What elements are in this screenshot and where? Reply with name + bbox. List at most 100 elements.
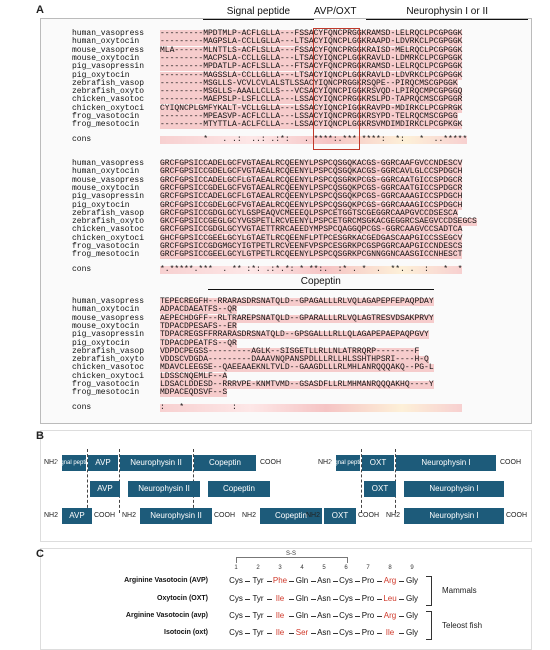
- sequence-name: human_oxytocin: [72, 305, 140, 315]
- sequence: MDPACEQDSVF--S: [160, 388, 228, 398]
- peptide-bond: [311, 581, 316, 582]
- residue: Phe: [272, 576, 288, 585]
- sequence-name: human_oxytocin: [72, 37, 140, 47]
- precursor-segment: OXT: [362, 455, 394, 471]
- peptide-bond: [377, 633, 382, 634]
- panel-b-frame: [40, 430, 532, 542]
- residue-position: 5: [322, 565, 326, 571]
- residue-position: 2: [256, 565, 260, 571]
- sequence-name: frog_vasotocin: [72, 242, 140, 251]
- precursor-segment: Copeptin: [194, 455, 256, 471]
- sequence: GRCFGPSICCADELGCFLGTAEALRCQEENYLPSPCQSGR…: [160, 175, 463, 185]
- peptide-bond: [355, 581, 360, 582]
- precursor-segment: AVP: [88, 455, 118, 471]
- residue-position: 6: [344, 565, 348, 571]
- residue: Tyr: [252, 611, 264, 620]
- peptide-bond: [311, 599, 316, 600]
- cleaved-segment: Neurophysin I: [404, 481, 504, 497]
- group-label: Mammals: [442, 586, 477, 595]
- residue-position: 3: [278, 565, 282, 571]
- peptide-name: Oxytocin (OXT): [157, 595, 208, 602]
- sequence: GRCFGPSICCADELGCFVGTAEALRCQEENYLPSPCQSGQ…: [160, 159, 463, 168]
- sequence-name: chicken_vasotoc: [72, 95, 145, 105]
- residue: Tyr: [252, 576, 264, 585]
- sequence-name: zebrafish_oxyto: [72, 355, 145, 365]
- group-label: Teleost fish: [442, 620, 483, 630]
- residue: Ile: [275, 594, 285, 603]
- sequence-name: pig_oxytocin: [72, 338, 130, 348]
- sequence: GRCFGPSICCGDELGCFVGTAEALRCQEENYLPSPCQSGQ…: [160, 200, 463, 210]
- peptide-bond: [311, 633, 316, 634]
- consensus: * . .: ..: .:*: . ****:.*** ****: *: * .…: [160, 134, 468, 144]
- sequence: ---------MSGLLS-AAALLCLLS---VCSACYIQNCPI…: [160, 87, 463, 97]
- sequence: TDPACDPEATFS--QR: [160, 338, 237, 348]
- region-line: [366, 19, 528, 20]
- region-label: Signal peptide: [226, 6, 291, 17]
- residue: Gln: [295, 576, 309, 585]
- sequence: GHCFGPSICCGEELGCYLGTAETLRCQEENFLPTPCESGR…: [160, 233, 463, 243]
- sequence: ---------MACPSLA-CCLLGLLA---LTSACYIQNCPL…: [160, 53, 463, 63]
- residue: Cys: [229, 576, 243, 585]
- residue: Pro: [361, 576, 375, 585]
- sequence-name: chicken_oxytoci: [72, 233, 145, 243]
- peptide-bond: [355, 616, 360, 617]
- sequence-name: frog_mesotocin: [72, 388, 140, 398]
- sequence-name: pig_vasopressin: [72, 62, 145, 72]
- peptide-bond: [245, 581, 250, 582]
- region-line: [203, 19, 314, 20]
- residue: Gly: [406, 628, 418, 637]
- peptide-bond: [267, 633, 272, 634]
- region-label: Copeptin: [300, 276, 341, 287]
- sequence: GRCFGPSICCGDGMGCYIGTPETLRCVEENFVPSPCESGR…: [160, 242, 463, 251]
- consensus-label: cons: [72, 134, 92, 144]
- sequence: TDPACDPESAFS--ER: [160, 321, 237, 331]
- peptide-bond: [399, 599, 404, 600]
- sequence-name: zebrafish_oxyto: [72, 217, 145, 227]
- sequence-name: human_vasopress: [72, 29, 145, 38]
- residue: Ile: [275, 628, 285, 637]
- peptide-bond: [399, 633, 404, 634]
- sequence: GRCFGPSICCGEELGCYLGTPETLRCQEENYLPSPCQSGR…: [160, 250, 463, 260]
- sequence-name: chicken_vasotoc: [72, 225, 145, 235]
- sequence: VDDSCVDGDA---------DAAAVNQPANSPDLLLRLLHL…: [160, 355, 429, 365]
- residue: Leu: [383, 594, 397, 603]
- c-terminus: COOH: [500, 459, 521, 466]
- residue: Cys: [339, 594, 353, 603]
- n-terminus: NH2: [386, 512, 401, 519]
- precursor-segment: Signal peptide: [55, 455, 93, 471]
- n-terminus: NH2: [44, 459, 59, 466]
- residue: Gly: [406, 611, 418, 620]
- product-segment: Neurophysin I: [404, 508, 504, 524]
- c-terminus: COOH: [358, 512, 379, 519]
- region-line: [208, 289, 434, 290]
- c-terminus: COOH: [506, 512, 527, 519]
- sequence-name: mouse_oxytocin: [72, 53, 140, 63]
- sequence-name: chicken_vasotoc: [72, 363, 145, 373]
- product-segment: OXT: [324, 508, 356, 524]
- cleaved-segment: OXT: [364, 481, 396, 497]
- peptide-bond: [245, 633, 250, 634]
- residue: Gln: [295, 594, 309, 603]
- sequence: TDPACREGSFFRRARASDRSNATQLD--GPSGALLLRLLQ…: [160, 330, 429, 340]
- sequence: VDPDCPEGSS---------AGLK--SISGETLLRLLNLAT…: [160, 346, 420, 356]
- sequence-name: zebrafish_vasop: [72, 78, 145, 88]
- cleavage-site: [361, 449, 362, 513]
- peptide-bond: [355, 633, 360, 634]
- sequence-name: frog_mesotocin: [72, 120, 140, 130]
- sequence-name: human_oxytocin: [72, 167, 140, 177]
- residue: Asn: [317, 611, 331, 620]
- product-segment: Neurophysin II: [140, 508, 212, 524]
- consensus: : * :: [160, 403, 463, 412]
- cleaved-segment: Copeptin: [208, 481, 270, 497]
- sequence-name: zebrafish_vasop: [72, 346, 145, 356]
- peptide-name: Arginine Vasotocin (AVP): [124, 577, 208, 584]
- sequence: GRCFGPSICCGDELGCFVGTAEALRCQEENYLPSPCQSGQ…: [160, 183, 463, 193]
- peptide-bond: [289, 581, 294, 582]
- sequence-name: human_vasopress: [72, 159, 145, 168]
- residue: Cys: [339, 628, 353, 637]
- consensus: *.*****.*** . ** :*: .:*.*: * **:. :* . …: [160, 264, 463, 274]
- n-terminus: NH2: [122, 512, 137, 519]
- residue: Tyr: [252, 628, 264, 637]
- peptide-bond: [377, 581, 382, 582]
- region-label: Neurophysin I or II: [406, 6, 489, 17]
